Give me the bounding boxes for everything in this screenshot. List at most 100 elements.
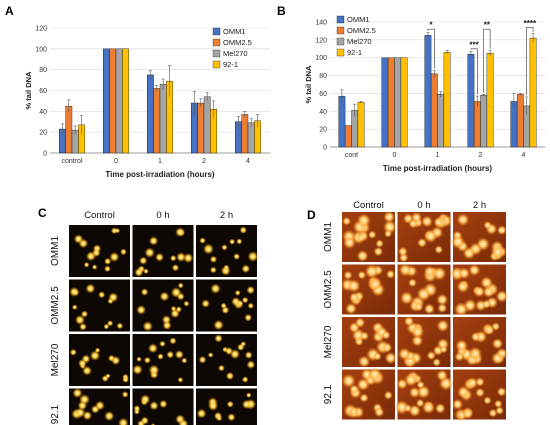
comet-dot [142, 321, 153, 332]
x-axis-title: Time post-irradiation (hours) [383, 164, 493, 173]
chart-a: 0 20 40 60 80 100 120 control 0 1 2 4 Time post-irra… [24, 26, 270, 179]
comet-dot [398, 246, 408, 257]
y-tick-label: 120 [315, 37, 327, 44]
y-tick-label: 60 [39, 88, 47, 95]
comet-dot [98, 291, 106, 299]
row-label: Mel270 [323, 325, 334, 358]
comet-dot [71, 304, 78, 311]
comet-dot [104, 265, 111, 273]
bar [115, 48, 123, 154]
bar [159, 84, 167, 154]
legend-entry: OMM2.5 [223, 38, 252, 47]
comet-dot [452, 398, 464, 410]
bar [486, 53, 494, 148]
comet-dot [139, 256, 148, 265]
comet-grid-d: Control 0 h 2 h OMM1 OMM2.5 Mel270 92.1 [323, 200, 509, 422]
comet-dot [210, 283, 221, 294]
bar [387, 57, 395, 148]
comet-dot [104, 411, 115, 422]
comet-dot [414, 302, 424, 312]
bar [247, 122, 255, 154]
comet-dot [229, 238, 236, 245]
legend-swatch [212, 60, 221, 69]
comet-dot [175, 227, 185, 237]
comet-dot [244, 351, 253, 359]
legend-entry: OMM1 [347, 15, 370, 24]
panel-letter-a: A [5, 4, 14, 18]
comet-dot [155, 252, 164, 262]
comet-dot [436, 369, 448, 382]
bar [147, 74, 154, 154]
comet-dot [177, 376, 184, 383]
column-label: 2 h [220, 210, 233, 221]
significance-label: ** [484, 21, 491, 30]
comet-dot [72, 388, 83, 398]
panel-letter-d: D [307, 208, 316, 222]
comet-dot [423, 229, 438, 243]
comet-dot [468, 264, 481, 277]
bar [400, 57, 408, 148]
comet-dot [82, 365, 92, 376]
comet-dot [201, 299, 210, 308]
x-tick-label: 1 [158, 158, 162, 165]
comet-dot [456, 280, 470, 293]
comet-dot [199, 237, 206, 244]
comet-dot [473, 285, 485, 298]
legend-swatch [212, 27, 221, 36]
comet-dot [170, 254, 177, 262]
comet-dot [104, 257, 112, 265]
comet-dot [121, 391, 129, 398]
row-label: OMM1 [323, 222, 334, 252]
legend-swatch [336, 15, 345, 24]
comet-dot [357, 270, 367, 280]
comet-dot [213, 319, 224, 331]
comet-dot [218, 364, 225, 372]
comet-dot [383, 211, 396, 223]
comet-dot [408, 278, 417, 288]
bar [480, 95, 488, 148]
comet-dot [416, 380, 425, 389]
bar [203, 96, 211, 154]
comet-dot [374, 406, 385, 418]
y-tick-label: 40 [39, 109, 47, 116]
legend-entry: OMM2.5 [347, 26, 376, 35]
comet-dot [454, 352, 465, 362]
comet-dot [114, 227, 121, 234]
comet-dot [83, 261, 90, 268]
comet-dot [107, 320, 114, 327]
x-tick-label: 0 [114, 158, 118, 165]
comet-dot [381, 342, 393, 353]
bar [338, 95, 346, 148]
comet-dot [107, 297, 114, 305]
comet-dot [241, 399, 252, 410]
comet-dot [94, 347, 101, 354]
bar [122, 48, 129, 154]
row-label: 92.1 [323, 384, 334, 404]
significance-bracket [483, 28, 491, 93]
comet-dot [369, 277, 382, 291]
comet-dot [356, 233, 365, 242]
bar [381, 57, 389, 148]
comet-dot [91, 264, 98, 270]
comet-dot [470, 331, 481, 342]
bar [65, 105, 73, 154]
comet-dot [221, 244, 228, 251]
comet-dot [341, 373, 356, 388]
comet-dot [483, 396, 492, 405]
comet-dot [483, 220, 492, 230]
comet-dot [421, 400, 436, 415]
comet-dot [451, 235, 465, 249]
comet-dot [226, 400, 234, 408]
comet-dot [241, 376, 249, 383]
comet-dot [456, 213, 470, 226]
comet-dot [410, 325, 425, 339]
bar [103, 48, 110, 154]
comet-dot [136, 305, 146, 315]
bar [424, 35, 432, 148]
comet-dot [484, 325, 495, 336]
comet-dot [439, 345, 448, 354]
comet-dot [463, 298, 477, 312]
comet-dot [69, 348, 77, 356]
y-tick-label: 20 [319, 127, 327, 134]
comet-dot [455, 339, 468, 352]
